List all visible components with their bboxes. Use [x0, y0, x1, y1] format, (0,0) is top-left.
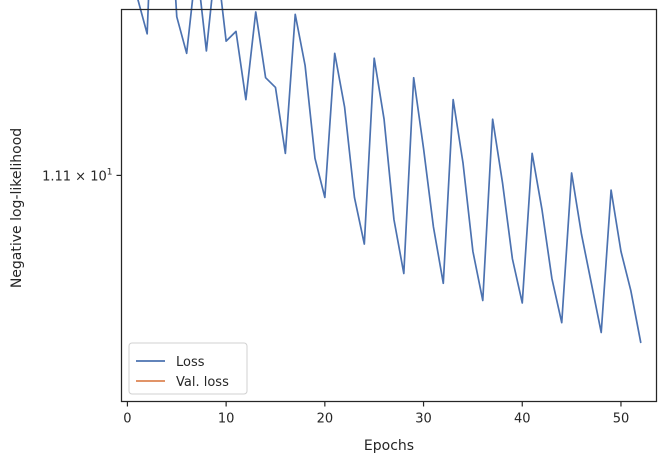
- legend-val-loss-label: Val. loss: [176, 375, 229, 390]
- x-tick-label: 20: [317, 412, 334, 427]
- y-tick-label: 1.11 × 101: [42, 167, 112, 184]
- x-tick-label: 10: [218, 412, 235, 427]
- series-lines: [137, 0, 642, 344]
- x-tick-label: 0: [123, 412, 131, 427]
- plot-frame: [120, 8, 658, 403]
- legend: Loss Val. loss: [128, 342, 248, 395]
- series-line-loss: [137, 0, 642, 344]
- x-tick-label: 50: [613, 412, 630, 427]
- x-tick-label: 30: [415, 412, 432, 427]
- x-axis-label: Epochs: [364, 438, 414, 454]
- x-tick-label: 40: [514, 412, 531, 427]
- x-axis-ticks: 0 10 20 30 40 50: [123, 401, 630, 427]
- y-axis-ticks: 1.11 × 1011.12 × 1011.13 × 1011.14 × 101…: [42, 167, 122, 184]
- y-axis-label: Negative log-likelihood: [9, 128, 25, 288]
- legend-loss-label: Loss: [176, 355, 205, 370]
